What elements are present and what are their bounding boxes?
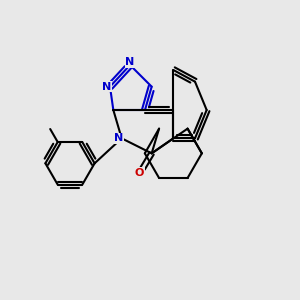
Text: N: N [125,57,135,67]
Text: O: O [135,168,144,178]
Text: N: N [114,133,123,143]
Text: N: N [102,82,112,92]
